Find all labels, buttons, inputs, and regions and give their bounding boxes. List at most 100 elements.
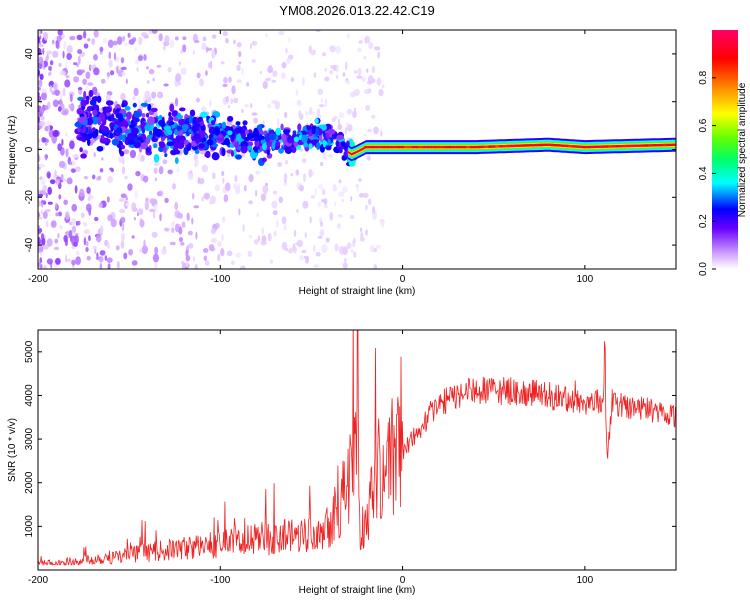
noise-blob [269, 259, 274, 264]
noise-blob [162, 159, 168, 165]
noise-blob [308, 106, 313, 115]
signal-blob [322, 139, 327, 148]
noise-blob [277, 162, 283, 167]
ridge-core [630, 144, 635, 148]
noise-blob [49, 179, 56, 185]
ridge-core [447, 145, 453, 149]
noise-blob [241, 67, 244, 76]
noise-blob [180, 49, 184, 55]
noise-blob [284, 221, 287, 230]
noise-blob [371, 65, 376, 74]
signal-blob [140, 142, 148, 150]
noise-blob [273, 230, 277, 237]
noise-blob [338, 191, 345, 197]
noise-blob [255, 170, 260, 175]
noise-blob [73, 76, 80, 83]
ridge-core [407, 145, 413, 149]
noise-blob [242, 223, 245, 232]
signal-blob [118, 145, 122, 155]
noise-blob [306, 256, 310, 261]
noise-blob [148, 68, 155, 75]
noise-blob [118, 198, 125, 202]
spectrogram-y-axis: -40 -20 0 20 40 [24, 48, 676, 252]
noise-blob [225, 37, 229, 44]
colorbar-axis: 0.0 0.2 0.4 0.6 0.8 [698, 70, 716, 276]
ridge-core [524, 144, 529, 147]
ridge-core [495, 145, 500, 148]
signal-blob [96, 145, 104, 152]
noise-blob [142, 175, 149, 183]
signal-blob [236, 127, 244, 134]
noise-blob [236, 79, 243, 84]
noise-blob [203, 192, 210, 200]
noise-blob [192, 256, 196, 262]
noise-blob [143, 54, 147, 61]
ridge-core [374, 145, 380, 149]
noise-blob [193, 205, 200, 209]
noise-blob [61, 103, 65, 111]
noise-blob [174, 36, 179, 41]
signal-blob [158, 142, 166, 148]
noise-blob [104, 255, 108, 261]
noise-blob [82, 30, 87, 39]
noise-blob [214, 184, 221, 192]
noise-blob [85, 246, 89, 253]
noise-blob [38, 86, 41, 91]
x-tick-label: -100 [210, 274, 230, 285]
noise-blob [91, 86, 98, 95]
signal-blob [338, 148, 343, 154]
signal-blob [183, 139, 189, 145]
noise-blob [373, 264, 378, 269]
signal-blob [281, 133, 287, 143]
y-tick-label: 40 [24, 48, 35, 60]
noise-blob [58, 194, 62, 200]
signal-blob [176, 115, 184, 120]
noise-blob [199, 78, 204, 87]
noise-blob [320, 98, 324, 103]
noise-blob [62, 87, 66, 97]
signal-blob [174, 128, 178, 136]
noise-blob [327, 154, 334, 158]
noise-blob [124, 175, 128, 180]
signal-blob [110, 125, 114, 133]
noise-blob [92, 53, 98, 61]
noise-blob [281, 61, 287, 69]
noise-blob [353, 70, 358, 74]
noise-blob [336, 64, 339, 73]
noise-blob [83, 229, 90, 235]
noise-blob [222, 31, 228, 37]
signal-blob [127, 140, 135, 145]
signal-blob [189, 109, 196, 117]
noise-blob [65, 254, 68, 263]
noise-blob [223, 76, 228, 84]
ridge-core [579, 145, 584, 149]
noise-blob [107, 263, 111, 269]
noise-blob [122, 35, 126, 42]
noise-blob [164, 197, 169, 204]
signal-blob [206, 139, 214, 146]
noise-blob [83, 175, 88, 180]
noise-blob [361, 76, 367, 83]
noise-blob [219, 247, 225, 257]
spectrogram-y-label: Frequency (Hz) [7, 116, 18, 185]
signal-blob [121, 103, 126, 108]
signal-blob [100, 122, 105, 130]
noise-blob [38, 163, 45, 168]
noise-blob [378, 88, 384, 97]
noise-blob [253, 239, 259, 245]
noise-blob [120, 92, 126, 102]
noise-blob [120, 232, 126, 242]
noise-blob [38, 43, 44, 48]
noise-blob [152, 77, 155, 82]
signal-blob [97, 116, 102, 126]
signal-blob [109, 132, 114, 139]
noise-blob [313, 72, 317, 78]
noise-blob [129, 149, 137, 159]
ridge-core [465, 145, 471, 149]
noise-blob [302, 76, 305, 86]
noise-blob [375, 244, 382, 249]
noise-blob [79, 69, 86, 74]
signal-blob [211, 152, 220, 161]
spectrogram-x-axis: -200 -100 0 100 [28, 30, 594, 285]
noise-blob [39, 120, 46, 127]
